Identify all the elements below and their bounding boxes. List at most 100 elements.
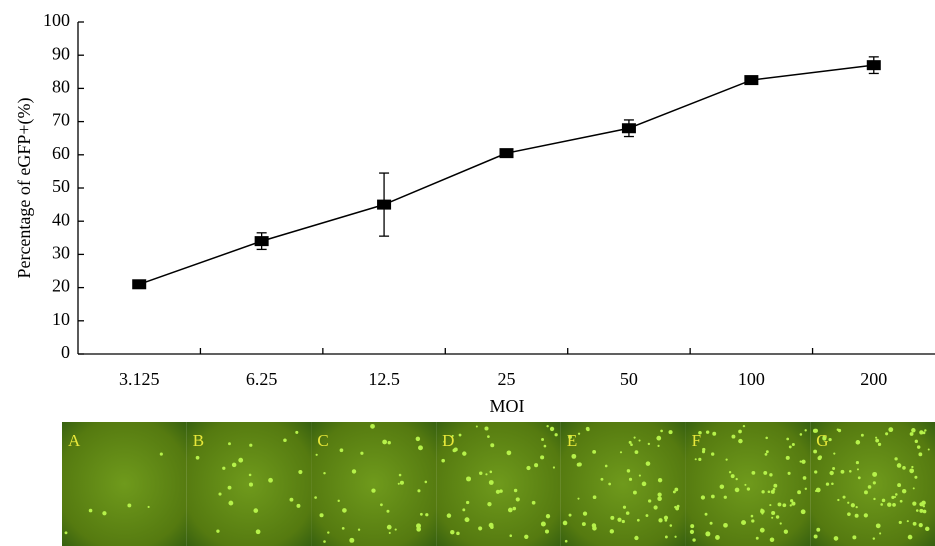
cell-dot <box>789 504 792 507</box>
cell-dot <box>761 490 765 494</box>
cell-dot <box>767 490 771 494</box>
y-tick-label: 40 <box>52 209 70 229</box>
cell-dot <box>466 500 470 505</box>
cell-dot <box>495 489 500 494</box>
cell-dot <box>738 429 742 434</box>
cell-dot <box>102 511 107 516</box>
cell-dot <box>388 531 391 534</box>
panel-image <box>685 422 811 546</box>
cell-dot <box>880 503 883 506</box>
cell-dot <box>545 514 551 519</box>
cell-dot <box>218 492 222 496</box>
cell-dot <box>842 495 846 499</box>
cell-dot <box>746 487 751 491</box>
cell-dot <box>728 470 732 474</box>
cell-dot <box>813 428 818 433</box>
cell-dot <box>487 435 490 438</box>
cell-dot <box>268 477 273 483</box>
panel-label: B <box>193 431 204 450</box>
cell-dot <box>249 443 253 447</box>
cell-dot <box>609 529 615 534</box>
cell-dot <box>797 490 802 495</box>
panel-image <box>311 422 437 546</box>
cell-dot <box>788 445 792 449</box>
cell-dot <box>895 493 898 496</box>
x-tick-label: 100 <box>738 369 765 389</box>
cell-dot <box>417 489 421 493</box>
cell-dot <box>658 518 663 523</box>
cell-dot <box>822 435 826 439</box>
cell-dot <box>852 535 857 540</box>
cell-dot <box>899 499 903 503</box>
cell-dot <box>888 427 894 433</box>
cell-dot <box>562 520 568 526</box>
cell-dot <box>360 451 364 455</box>
cell-dot <box>625 511 630 515</box>
cell-dot <box>927 448 930 451</box>
cell-dot <box>790 499 794 503</box>
cell-dot <box>715 535 720 540</box>
cell-dot <box>638 439 641 442</box>
cell-dot <box>323 471 326 475</box>
cell-dot <box>479 471 483 475</box>
cell-dot <box>657 477 663 483</box>
cell-dot <box>765 436 768 440</box>
cell-dot <box>394 528 397 531</box>
panel-label: A <box>68 431 81 450</box>
cell-dot <box>531 500 536 505</box>
cell-dot <box>744 483 747 486</box>
cell-dot <box>386 509 390 513</box>
cell-dot <box>804 429 807 432</box>
cell-dot <box>441 458 445 463</box>
cell-dot <box>416 523 421 529</box>
cell-dot <box>872 537 876 540</box>
cell-dot <box>314 496 317 499</box>
cell-dot <box>799 460 802 463</box>
cell-dot <box>415 436 421 442</box>
cell-dot <box>419 512 423 516</box>
cell-dot <box>922 431 926 435</box>
cell-dot <box>462 451 467 456</box>
cell-dot <box>873 497 876 501</box>
cell-dot <box>912 501 917 506</box>
cell-dot <box>837 498 840 502</box>
cell-dot <box>452 448 457 453</box>
cell-dot <box>664 535 668 539</box>
cell-dot <box>909 432 914 436</box>
cell-dot <box>568 513 572 517</box>
cell-dot <box>709 521 713 525</box>
cell-dot <box>604 464 608 468</box>
cell-dot <box>730 474 735 479</box>
cell-dot <box>892 502 896 507</box>
cell-dot <box>487 501 492 507</box>
cell-dot <box>544 529 550 534</box>
cell-dot <box>818 455 823 459</box>
panel-label: D <box>442 431 454 450</box>
cell-dot <box>582 511 588 516</box>
cell-dot <box>770 489 775 494</box>
cell-dot <box>446 513 452 518</box>
y-tick-label: 30 <box>52 243 70 263</box>
y-tick-label: 60 <box>52 143 70 163</box>
cell-dot <box>568 434 572 439</box>
cell-dot <box>901 489 907 494</box>
cell-dot <box>634 450 639 454</box>
cell-dot <box>638 474 641 477</box>
cell-dot <box>751 471 756 475</box>
cell-dot <box>800 509 806 515</box>
cell-dot <box>911 428 916 433</box>
cell-dot <box>295 430 299 434</box>
cell-dot <box>894 495 897 498</box>
panel-image <box>62 422 187 546</box>
cell-dot <box>791 501 796 506</box>
cell-dot <box>783 529 789 534</box>
cell-dot <box>462 508 466 512</box>
panel-label: F <box>692 431 701 450</box>
cell-dot <box>466 476 472 482</box>
cell-dot <box>371 488 376 493</box>
cell-dot <box>576 462 581 467</box>
cell-dot <box>909 468 915 474</box>
data-point <box>866 60 881 71</box>
cell-dot <box>398 473 402 477</box>
cell-dot <box>855 460 860 465</box>
